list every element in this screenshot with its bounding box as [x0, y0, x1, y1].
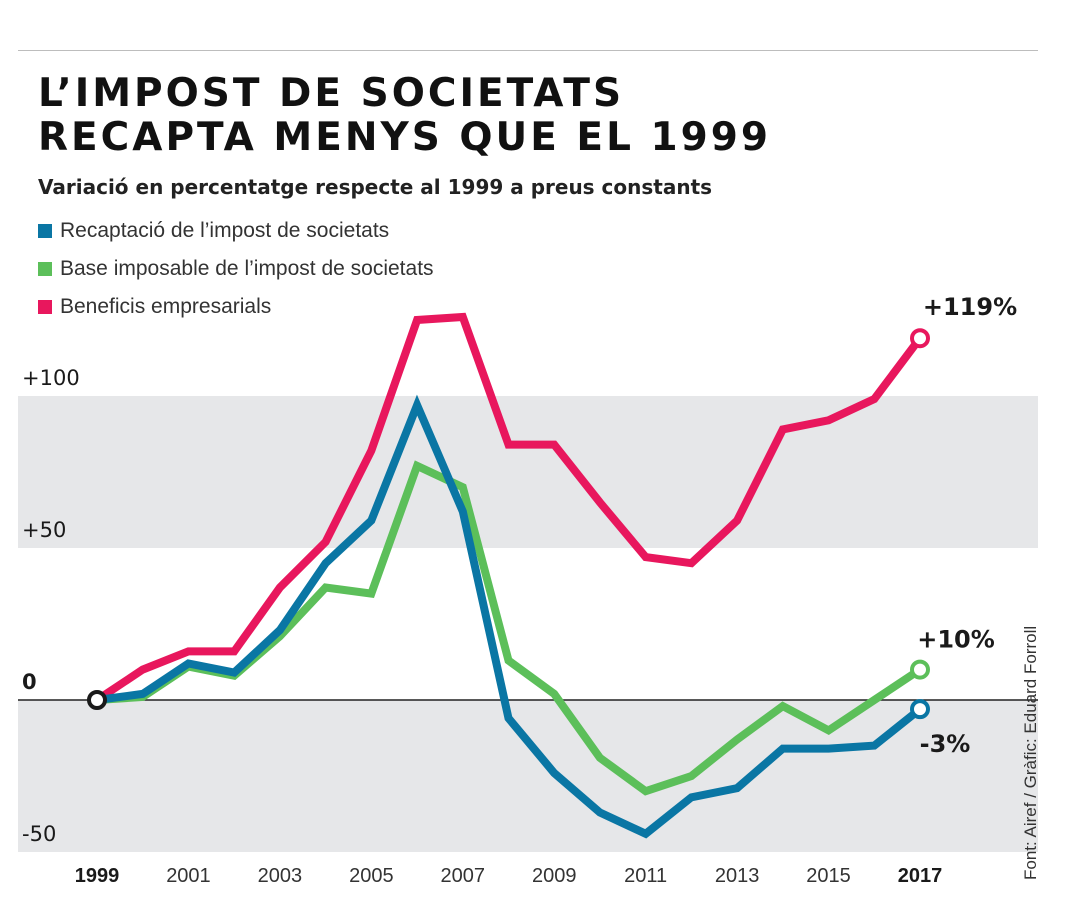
- y-tick-label: -50: [22, 822, 56, 846]
- band-upper: [18, 396, 1038, 548]
- band-lower: [18, 700, 1038, 852]
- x-tick-label: 2005: [349, 865, 394, 887]
- series-line-recaptacio: [96, 394, 923, 839]
- end-label-beneficis: +119%: [923, 293, 1017, 321]
- title-line-2: RECAPTA MENYS QUE EL 1999: [38, 115, 772, 160]
- title-line-1: L’IMPOST DE SOCIETATS: [38, 71, 625, 116]
- chart-subtitle: Variació en percentatge respecte al 1999…: [38, 175, 713, 199]
- end-label-base-imposable: +10%: [917, 626, 995, 654]
- legend: Recaptació de l’impost de societats Base…: [38, 212, 434, 326]
- legend-label-beneficis: Beneficis empresarials: [60, 295, 272, 318]
- legend-item-base-imposable: Base imposable de l’impost de societats: [38, 250, 434, 288]
- x-tick-label: 2011: [624, 865, 667, 887]
- legend-swatch-recaptacio: [38, 224, 52, 238]
- y-tick-label: 0: [22, 670, 37, 694]
- x-tick-label: 2001: [166, 865, 211, 887]
- legend-item-recaptacio: Recaptació de l’impost de societats: [38, 212, 434, 250]
- end-label-recaptacio: -3%: [920, 730, 971, 758]
- legend-swatch-base-imposable: [38, 262, 52, 276]
- top-rule: [18, 50, 1038, 51]
- x-tick-label: 2013: [715, 865, 760, 887]
- series-line-beneficis: [94, 312, 924, 704]
- x-tick-label: 2015: [806, 865, 851, 887]
- y-tick-label: +100: [22, 366, 80, 390]
- source-credit: Font: Airef / Gràfic: Eduard Forroll: [1021, 625, 1040, 880]
- legend-label-recaptacio: Recaptació de l’impost de societats: [60, 219, 390, 242]
- legend-label-base-imposable: Base imposable de l’impost de societats: [60, 257, 434, 280]
- x-tick-label: 2017: [898, 865, 943, 887]
- x-tick-label: 1999: [75, 865, 120, 887]
- legend-swatch-beneficis: [38, 300, 52, 314]
- x-tick-label: 2007: [441, 865, 486, 887]
- x-tick-label: 2003: [258, 865, 303, 887]
- end-marker-beneficis: [910, 328, 930, 349]
- chart-title: L’IMPOST DE SOCIETATS RECAPTA MENYS QUE …: [38, 72, 771, 160]
- end-marker-base-imposable: [910, 659, 930, 680]
- y-tick-label: +50: [22, 518, 66, 542]
- x-tick-label: 2009: [532, 865, 577, 887]
- start-marker: [87, 690, 107, 710]
- end-marker-recaptacio: [910, 699, 930, 720]
- legend-item-beneficis: Beneficis empresarials: [38, 288, 434, 326]
